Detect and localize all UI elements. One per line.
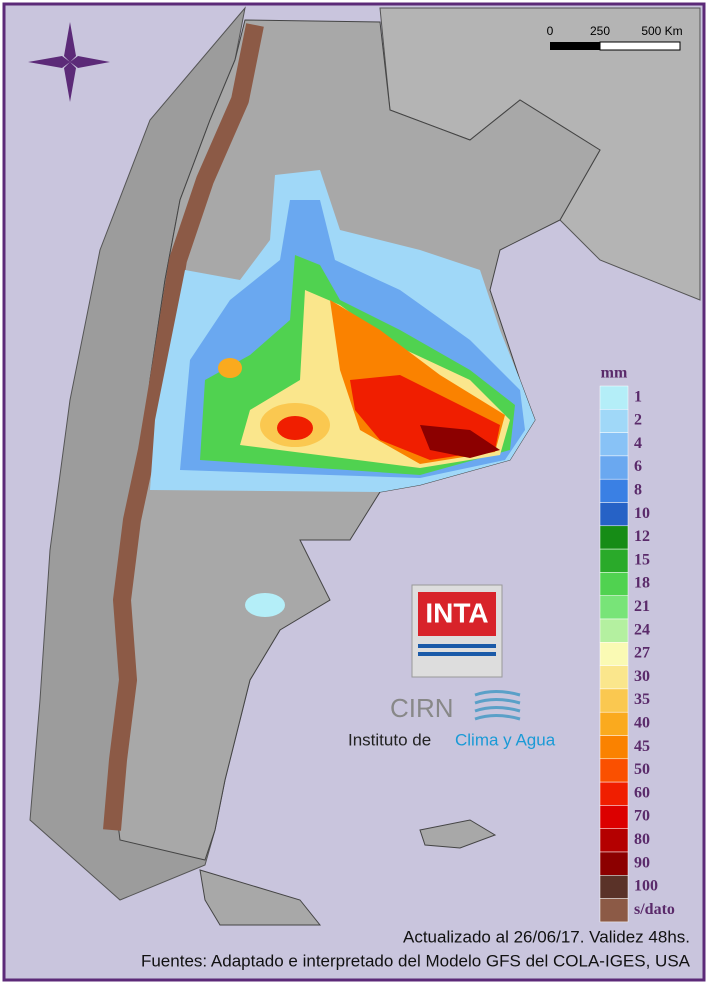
legend: 1246810121518212427303540455060708090100… — [599, 385, 675, 923]
legend-label: 35 — [634, 691, 650, 708]
legend-label: 1 — [634, 388, 642, 405]
cirn-waves — [474, 690, 521, 721]
legend-swatch — [599, 478, 629, 503]
legend-label: 10 — [634, 505, 650, 522]
legend-swatch — [599, 805, 629, 829]
legend-swatch — [599, 828, 629, 853]
no-data-band — [103, 23, 264, 831]
legend-swatch — [599, 688, 629, 713]
islands — [419, 819, 497, 849]
legend-swatch — [599, 548, 629, 573]
scale-label: 500 Km — [641, 24, 682, 38]
legend-label: 90 — [634, 854, 650, 871]
legend-swatch — [599, 642, 629, 666]
legend-swatch — [599, 898, 629, 923]
legend-label: 27 — [634, 645, 650, 662]
inta-logo-red — [418, 592, 496, 636]
legend-swatch — [599, 711, 629, 736]
legend-swatch — [599, 525, 629, 550]
legend-label: 50 — [634, 761, 650, 778]
legend-label: 40 — [634, 715, 650, 732]
legend-swatch — [599, 572, 629, 596]
legend-swatch — [599, 758, 629, 783]
legend-swatch — [599, 665, 629, 690]
legend-swatch — [599, 735, 629, 760]
legend-label: 30 — [634, 668, 650, 685]
legend-swatch — [599, 455, 629, 480]
scale-label: 0 — [547, 24, 554, 38]
legend-label: 18 — [634, 575, 650, 592]
precip-area — [277, 416, 313, 440]
tierra-del-fuego — [199, 869, 322, 926]
scale-bar — [599, 41, 681, 51]
legend-swatch — [599, 875, 629, 899]
legend-label: 2 — [634, 412, 642, 429]
legend-label: 80 — [634, 831, 650, 848]
legend-swatch — [599, 595, 629, 620]
footer-sources: Fuentes: Adaptado e interpretado del Mod… — [141, 951, 691, 970]
legend-swatch — [599, 432, 629, 457]
legend-swatch — [599, 618, 629, 643]
institute-highlight: Clima y Agua — [455, 730, 556, 749]
legend-label: 100 — [634, 878, 658, 895]
legend-swatch — [599, 781, 629, 806]
inta-text: INTA — [425, 597, 488, 628]
legend-label: 8 — [634, 482, 642, 499]
legend-label: 70 — [634, 808, 650, 825]
legend-label: s/dato — [634, 901, 675, 918]
precip-area — [245, 593, 285, 617]
legend-swatch — [599, 851, 629, 876]
legend-label: 6 — [634, 458, 642, 475]
legend-label: 15 — [634, 551, 650, 568]
legend-label: 24 — [634, 621, 650, 638]
footer-updated: Actualizado al 26/06/17. Validez 48hs. — [403, 927, 690, 946]
legend-title: mm — [601, 365, 628, 382]
precip-area — [218, 358, 242, 378]
institute-text: Instituto de — [348, 730, 431, 749]
legend-label: 4 — [634, 435, 642, 452]
logo-stripe — [418, 652, 496, 656]
scale-bar — [550, 42, 600, 50]
legend-swatch — [599, 502, 629, 527]
legend-swatch — [599, 385, 629, 410]
compass — [28, 22, 110, 102]
precip-area — [420, 425, 500, 458]
legend-label: 21 — [634, 598, 650, 615]
legend-label: 12 — [634, 528, 650, 545]
logo-stripe — [418, 644, 496, 648]
legend-label: 60 — [634, 784, 650, 801]
cirn-text: CIRN — [390, 693, 454, 723]
legend-swatch — [599, 409, 629, 433]
scale-label: 250 — [590, 24, 610, 38]
legend-label: 45 — [634, 738, 650, 755]
